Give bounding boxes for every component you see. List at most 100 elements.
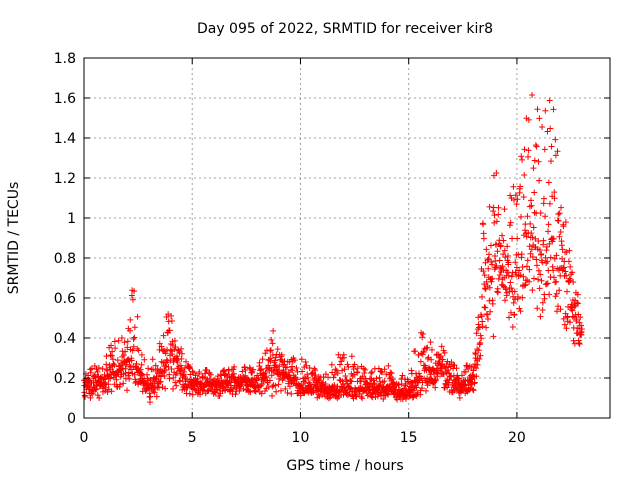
data-point bbox=[567, 263, 574, 270]
data-point bbox=[493, 170, 500, 177]
data-point bbox=[334, 370, 341, 377]
data-point bbox=[155, 384, 162, 391]
data-point bbox=[418, 385, 425, 392]
data-point bbox=[385, 362, 392, 369]
data-point bbox=[536, 177, 543, 184]
data-point bbox=[554, 217, 561, 224]
data-point bbox=[501, 206, 508, 213]
data-point bbox=[481, 304, 488, 311]
y-tick-label: 1.2 bbox=[54, 171, 76, 187]
data-point bbox=[354, 365, 361, 372]
data-point bbox=[420, 330, 427, 337]
data-point bbox=[168, 365, 175, 372]
data-point bbox=[490, 208, 497, 215]
data-point bbox=[511, 312, 518, 319]
data-point bbox=[377, 378, 384, 385]
data-point bbox=[508, 285, 515, 292]
data-point bbox=[542, 107, 549, 114]
data-point bbox=[539, 307, 546, 314]
data-point bbox=[427, 339, 434, 346]
data-point bbox=[560, 223, 567, 230]
data-point bbox=[577, 314, 584, 321]
data-point bbox=[509, 235, 516, 242]
data-point bbox=[499, 232, 506, 239]
data-point bbox=[149, 356, 156, 363]
data-point bbox=[507, 219, 514, 226]
y-axis-label: SRMTID / TECUs bbox=[6, 182, 22, 295]
data-point bbox=[478, 313, 485, 320]
data-point bbox=[111, 362, 118, 369]
data-point bbox=[520, 273, 527, 280]
data-point bbox=[166, 327, 173, 334]
y-tick-label: 0.6 bbox=[54, 291, 76, 307]
data-point bbox=[552, 152, 559, 159]
data-point bbox=[163, 359, 170, 366]
data-point bbox=[103, 361, 110, 368]
data-point bbox=[137, 366, 144, 373]
data-point bbox=[477, 332, 484, 339]
data-point bbox=[552, 136, 559, 143]
data-point bbox=[298, 356, 305, 363]
data-point bbox=[556, 233, 563, 240]
data-point bbox=[556, 210, 563, 217]
data-point bbox=[500, 237, 507, 244]
data-point bbox=[128, 357, 135, 364]
data-point bbox=[513, 201, 520, 208]
data-point bbox=[553, 278, 560, 285]
data-point bbox=[537, 313, 544, 320]
data-point bbox=[542, 254, 549, 261]
data-point bbox=[118, 334, 125, 341]
y-tick-label: 0 bbox=[67, 411, 76, 427]
data-point bbox=[359, 395, 366, 402]
data-point bbox=[437, 353, 444, 360]
data-point bbox=[493, 218, 500, 225]
data-point bbox=[412, 348, 419, 355]
data-point bbox=[105, 381, 112, 388]
data-point bbox=[178, 345, 185, 352]
data-point bbox=[545, 179, 552, 186]
data-point bbox=[269, 340, 276, 347]
data-point bbox=[348, 378, 355, 385]
data-point bbox=[386, 383, 393, 390]
data-point bbox=[527, 197, 534, 204]
data-point bbox=[276, 375, 283, 382]
data-point bbox=[555, 217, 562, 224]
data-point bbox=[114, 357, 121, 364]
data-point bbox=[293, 376, 300, 383]
data-point bbox=[303, 362, 310, 369]
data-point bbox=[125, 372, 132, 379]
data-point bbox=[502, 297, 509, 304]
data-point bbox=[115, 337, 122, 344]
data-point bbox=[519, 294, 526, 301]
data-point bbox=[417, 387, 424, 394]
data-point bbox=[524, 213, 531, 220]
data-point bbox=[110, 360, 117, 367]
data-point bbox=[402, 395, 409, 402]
data-point bbox=[495, 211, 502, 218]
data-point bbox=[481, 272, 488, 279]
data-point bbox=[482, 304, 489, 311]
data-point bbox=[446, 370, 453, 377]
data-point bbox=[126, 327, 133, 334]
data-point bbox=[533, 143, 540, 150]
data-point bbox=[507, 279, 514, 286]
data-point bbox=[131, 371, 138, 378]
data-point bbox=[388, 370, 395, 377]
data-point bbox=[111, 338, 118, 345]
data-point bbox=[527, 220, 534, 227]
data-point bbox=[186, 390, 193, 397]
data-points bbox=[81, 91, 585, 406]
data-point bbox=[189, 391, 196, 398]
data-point bbox=[502, 254, 509, 261]
data-point bbox=[157, 379, 164, 386]
data-point bbox=[525, 147, 532, 154]
data-point bbox=[523, 263, 530, 270]
data-point bbox=[134, 313, 141, 320]
x-tick-label: 15 bbox=[400, 430, 418, 446]
data-point bbox=[402, 382, 409, 389]
y-tick-label: 1.6 bbox=[54, 91, 76, 107]
data-point bbox=[256, 359, 263, 366]
data-point bbox=[240, 386, 247, 393]
data-point bbox=[432, 377, 439, 384]
data-point bbox=[547, 254, 554, 261]
